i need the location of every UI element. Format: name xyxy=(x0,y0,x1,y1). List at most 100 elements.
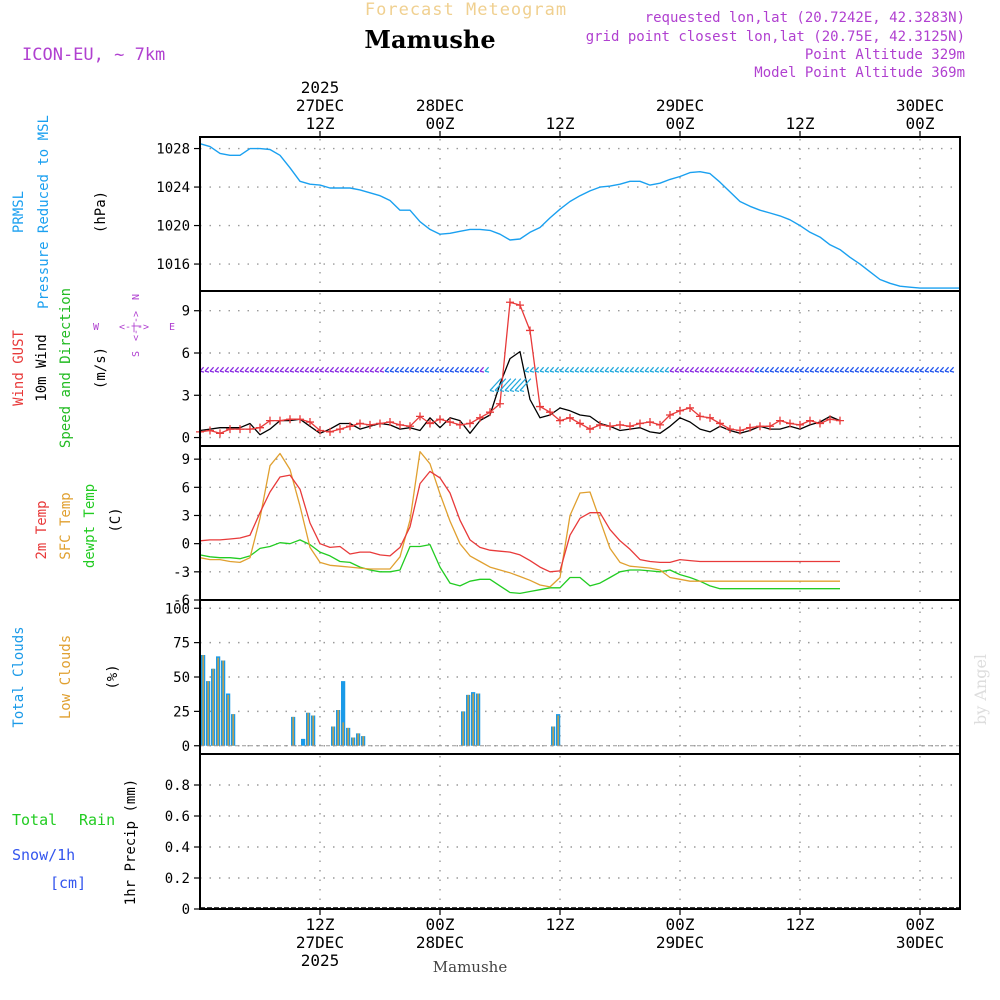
gust-marker xyxy=(516,301,524,310)
gust-marker xyxy=(536,402,544,411)
wind-direction-arrow xyxy=(779,366,785,373)
wind-direction-arrow xyxy=(474,366,480,373)
gust-marker xyxy=(606,422,614,431)
gust-marker xyxy=(496,399,504,408)
wind-direction-arrow xyxy=(359,366,365,373)
wind-direction-arrow xyxy=(399,366,405,373)
gust-marker xyxy=(656,420,664,429)
wind-direction-arrow xyxy=(209,366,215,373)
wind-direction-arrow xyxy=(754,366,760,373)
wind-direction-arrow xyxy=(244,366,250,373)
wind-direction-arrow xyxy=(859,366,865,373)
wind-direction-arrow xyxy=(219,366,225,373)
gust-marker xyxy=(646,418,654,427)
wind-direction-arrow xyxy=(554,366,560,373)
y-tick-label: 6 xyxy=(182,346,190,362)
precip-total-label: Total xyxy=(12,811,57,829)
wind-direction-arrow xyxy=(384,366,390,373)
wind10m-label: 10m Wind xyxy=(34,334,50,401)
wind-direction-arrow xyxy=(549,366,555,373)
wind-direction-arrow xyxy=(304,366,310,373)
gust-marker xyxy=(326,427,334,436)
model-altitude: Model Point Altitude 369m xyxy=(754,65,965,81)
wind-direction-arrow xyxy=(844,366,850,373)
wind-direction-arrow xyxy=(319,366,325,373)
gust-marker xyxy=(506,298,514,307)
wind-direction-arrow xyxy=(314,366,320,373)
wind-direction-arrow xyxy=(614,366,620,373)
gust-marker xyxy=(616,420,624,429)
low-clouds-bar xyxy=(352,737,354,746)
top-time-label: 00Z xyxy=(426,114,455,133)
low-clouds-bar xyxy=(472,693,474,746)
wind-direction-arrow xyxy=(674,366,680,373)
wind-direction-arrow xyxy=(799,366,805,373)
y-tick-label: 0.8 xyxy=(165,778,190,794)
wind-direction-arrow xyxy=(749,366,755,373)
compass-arrows-ew: <-|-> xyxy=(119,322,149,333)
gust-label: Wind GUST xyxy=(11,330,27,406)
bottom-time-label: 27DEC xyxy=(296,933,344,952)
y-tick-label: 1016 xyxy=(156,257,190,273)
wind-direction-arrow xyxy=(854,366,860,373)
wind-direction-arrow xyxy=(694,366,700,373)
y-tick-label: 6 xyxy=(182,480,190,496)
gust-marker xyxy=(776,416,784,425)
y-tick-label: 9 xyxy=(182,452,190,468)
gust-marker xyxy=(636,419,644,428)
low-clouds-bar xyxy=(342,722,344,746)
dewpt-label: dewpt Temp xyxy=(82,484,98,568)
wind-direction-arrow xyxy=(564,366,570,373)
low-clouds-bar xyxy=(232,714,234,746)
wind-direction-arrow xyxy=(659,366,665,373)
wind-direction-arrow xyxy=(489,378,502,393)
gust-marker xyxy=(276,416,284,425)
footer-location: Mamushe xyxy=(433,958,508,976)
wind-direction-arrow xyxy=(839,366,845,373)
gust-marker xyxy=(786,419,794,428)
wind-direction-arrow xyxy=(439,366,445,373)
wind-direction-arrow xyxy=(299,366,305,373)
wind-direction-arrow xyxy=(524,366,530,373)
wind-direction-arrow xyxy=(709,366,715,373)
precip-unit: 1hr Precip (mm) xyxy=(123,779,139,905)
direction-label: Speed and Direction xyxy=(58,288,74,448)
wind-direction-arrow xyxy=(894,366,900,373)
gust-marker xyxy=(286,415,294,424)
y-tick-label: -6 xyxy=(173,593,190,609)
wind-direction-arrow xyxy=(514,378,527,393)
top-time-label: 30DEC xyxy=(896,96,944,115)
gust-marker xyxy=(526,326,534,335)
y-tick-label: 50 xyxy=(173,670,190,686)
wind-direction-arrow xyxy=(824,366,830,373)
point-altitude: Point Altitude 329m xyxy=(805,47,965,63)
wind-direction-arrow xyxy=(504,378,517,393)
gust-marker xyxy=(296,415,304,424)
wind10m-line xyxy=(199,350,841,436)
compass-north: N xyxy=(131,294,142,300)
low-clouds-bar xyxy=(332,726,334,746)
wind-direction-arrow xyxy=(394,366,400,373)
gust-marker xyxy=(826,415,834,424)
temp2m-line xyxy=(199,470,840,573)
wind-direction-arrow xyxy=(714,366,720,373)
gust-marker xyxy=(246,425,254,434)
sfctemp-label: SFC Temp xyxy=(58,492,74,559)
y-tick-label: 3 xyxy=(182,388,190,404)
credit-watermark: by Angel xyxy=(971,654,990,725)
wind-direction-arrow xyxy=(409,366,415,373)
y-tick-label: 3 xyxy=(182,508,190,524)
top-time-label: 12Z xyxy=(306,114,335,133)
wind-direction-arrow xyxy=(269,366,275,373)
wind-direction-arrow xyxy=(769,366,775,373)
gust-marker xyxy=(626,422,634,431)
wind-direction-arrow xyxy=(254,366,260,373)
wind-direction-arrow xyxy=(454,366,460,373)
wind-direction-arrow xyxy=(834,366,840,373)
wind-direction-arrow xyxy=(669,366,675,373)
wind-direction-arrow xyxy=(279,366,285,373)
wind-direction-arrow xyxy=(939,366,945,373)
wind-direction-arrow xyxy=(609,366,615,373)
wind-direction-arrow xyxy=(479,366,485,373)
low-clouds-bar xyxy=(222,660,224,746)
